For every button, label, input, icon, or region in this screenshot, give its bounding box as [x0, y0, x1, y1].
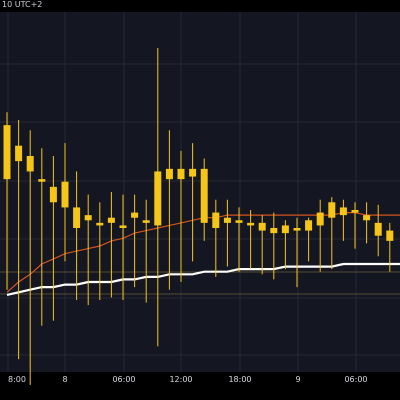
candle-body[interactable] [200, 168, 208, 223]
candle-body[interactable] [270, 228, 278, 234]
candle-body[interactable] [305, 220, 313, 231]
candle-body[interactable] [281, 225, 289, 234]
x-axis-tick-label: 18:00 [228, 375, 251, 384]
candle-body[interactable] [212, 212, 220, 228]
candle-body[interactable] [165, 168, 173, 180]
candle-body[interactable] [339, 207, 347, 216]
candle-body[interactable] [3, 125, 11, 180]
candle-body[interactable] [374, 222, 382, 236]
candle-body[interactable] [177, 168, 185, 180]
candle-body[interactable] [119, 225, 127, 228]
candle-body[interactable] [49, 186, 57, 203]
x-axis-tick-label: 06:00 [344, 375, 367, 384]
candle-body[interactable] [235, 220, 243, 223]
candle-body[interactable] [38, 179, 46, 182]
plot-area [0, 12, 400, 372]
candle-body[interactable] [131, 212, 139, 218]
candle-body[interactable] [363, 215, 371, 221]
x-axis-tick-label: 8:00 [8, 375, 26, 384]
timezone-label: 10 UTC+2 [2, 0, 43, 9]
x-axis-tick-label: 9 [295, 375, 300, 384]
candle-body[interactable] [96, 222, 104, 226]
x-axis-tick-label: 8 [62, 375, 67, 384]
candle-body[interactable] [189, 168, 197, 177]
candle-body[interactable] [328, 202, 336, 218]
candle-body[interactable] [247, 222, 255, 226]
candle-body[interactable] [223, 217, 231, 223]
candle-body[interactable] [351, 210, 359, 213]
candle-body[interactable] [316, 212, 324, 226]
x-axis-tick-label: 06:00 [112, 375, 135, 384]
candle-body[interactable] [84, 215, 92, 221]
candle-body[interactable] [61, 181, 69, 208]
candle-body[interactable] [15, 145, 23, 162]
candle-body[interactable] [26, 156, 34, 172]
moving-average-line [6, 262, 400, 296]
candle-body[interactable] [154, 171, 162, 226]
candle-body[interactable] [386, 230, 394, 241]
candle-body[interactable] [73, 207, 81, 228]
candle-body[interactable] [107, 217, 115, 223]
candle-body[interactable] [293, 228, 301, 231]
candle-body[interactable] [142, 220, 150, 223]
candle-body[interactable] [258, 222, 266, 231]
x-axis-tick-label: 12:00 [169, 375, 192, 384]
